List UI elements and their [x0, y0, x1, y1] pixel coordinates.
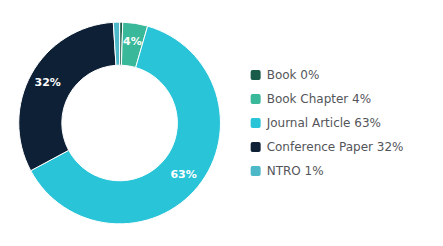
svg-text:Book 0%: Book 0%: [267, 68, 320, 82]
svg-text:Book Chapter 4%: Book Chapter 4%: [267, 92, 372, 106]
svg-text:Journal Article 63%: Journal Article 63%: [266, 116, 381, 130]
svg-text:Conference Paper 32%: Conference Paper 32%: [267, 140, 404, 154]
svg-text:63%: 63%: [170, 168, 196, 181]
svg-text:NTRO 1%: NTRO 1%: [267, 164, 324, 178]
svg-text:32%: 32%: [34, 76, 60, 89]
svg-text:4%: 4%: [123, 35, 142, 48]
